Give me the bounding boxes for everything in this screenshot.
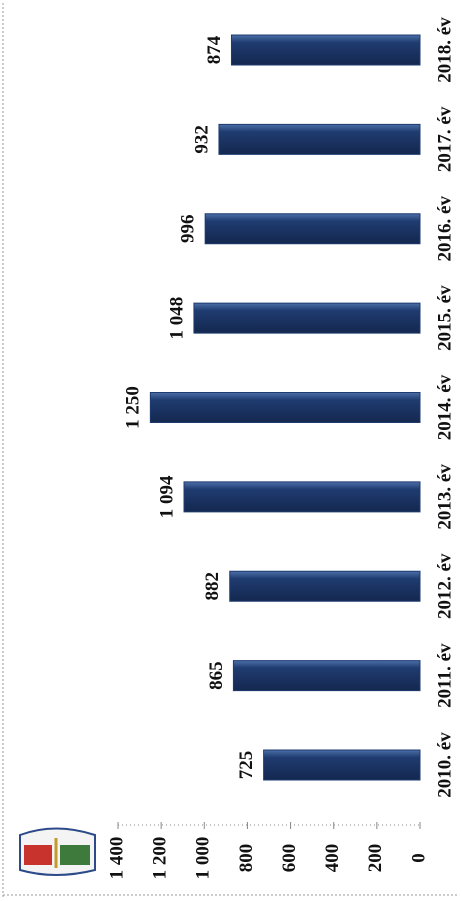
x-tick-label: 2014. év [434,374,455,440]
bar [183,481,421,513]
x-tick-label: 2015. év [434,285,455,351]
bar [232,660,421,692]
value-label: 1 094 [156,475,177,518]
bar [149,392,421,423]
x-tick-label: 2017. év [434,106,455,172]
y-tick-label: 600 [279,844,300,873]
value-label: 932 [191,125,212,154]
value-label: 1 048 [166,297,187,340]
y-tick-label: 1 000 [193,837,214,880]
logo [19,827,96,876]
x-tick-label: 2010. év [434,732,455,798]
bar [193,302,421,334]
x-tick-label: 2016. év [434,196,455,262]
bar [263,749,421,781]
value-label: 1 250 [123,386,144,429]
x-tick-label: 2012. év [434,553,455,619]
value-label: 865 [206,661,227,690]
y-tick-label: 200 [365,844,386,873]
value-label: 725 [236,751,257,780]
bar [230,34,421,66]
bar [204,213,421,245]
value-label: 882 [202,572,223,601]
y-tick-label: 1 200 [150,837,171,880]
y-tick-label: 0 [408,853,429,863]
x-tick-label: 2018. év [434,17,455,83]
value-label: 874 [204,35,225,64]
x-tick-label: 2013. év [434,464,455,530]
y-tick-label: 1 400 [106,837,127,880]
value-label: 996 [178,215,199,244]
bar [218,123,421,155]
y-tick-label: 400 [322,844,343,873]
x-tick-label: 2011. év [434,643,455,708]
y-tick-label: 800 [236,844,257,873]
bar [229,570,421,602]
